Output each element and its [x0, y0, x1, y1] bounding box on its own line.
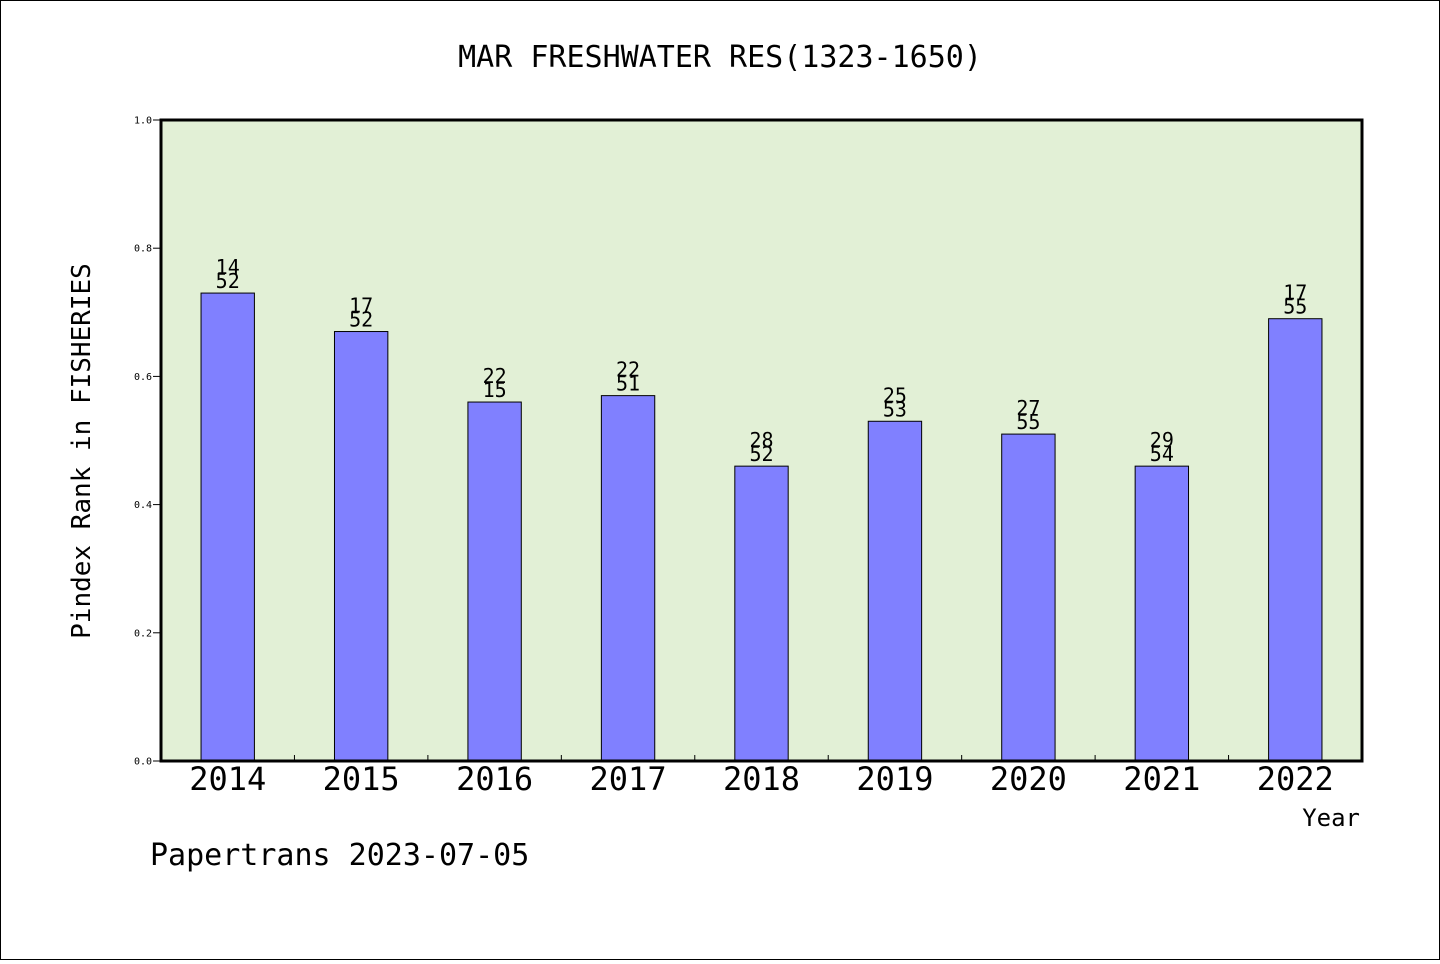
bar-label-top: 14 [216, 255, 240, 279]
bar-label-bottom: 15 [483, 378, 507, 402]
bar-label-bottom: 52 [349, 308, 373, 332]
x-tick-label: 2015 [323, 760, 400, 798]
y-axis: 0.0 0.2 0.4 0.6 0.8 1.0 [134, 116, 161, 768]
bar-label-top: 28 [749, 428, 773, 452]
bar-2017 [600, 395, 656, 762]
y-tick-label: 0.6 [134, 372, 152, 383]
bar-label-bottom: 52 [749, 442, 773, 466]
bar-2018 [734, 465, 789, 762]
bar-label-bottom: 55 [1283, 295, 1307, 319]
x-tick-label: 2019 [856, 760, 933, 798]
bar-label-bottom: 55 [1016, 410, 1040, 434]
bar-label-bottom: 52 [216, 269, 240, 293]
bar-label-top: 25 [883, 383, 907, 407]
bar-label-top: 22 [616, 358, 640, 382]
x-tick-label: 2022 [1257, 760, 1334, 798]
bar-label-top: 17 [349, 294, 373, 318]
bar-2014 [200, 292, 255, 762]
y-axis-label: Pindex Rank in FISHERIES [67, 263, 97, 639]
bar-label-bottom: 54 [1150, 442, 1174, 466]
bar-label-bottom: 51 [616, 372, 640, 396]
x-axis: 2014 2015 2016 2017 2018 2019 2020 2021 2022 [189, 755, 1334, 798]
x-tick-label: 2018 [723, 760, 800, 798]
bar-2015 [333, 331, 389, 762]
y-tick-label: 0.4 [134, 500, 152, 511]
y-tick-label: 0.8 [134, 244, 152, 255]
bar-2022 [1268, 318, 1323, 762]
bar-label-top: 29 [1150, 428, 1174, 452]
x-axis-label: Year [1302, 804, 1360, 832]
y-tick-label: 1.0 [134, 116, 152, 127]
footer-text: Papertrans 2023-07-05 [150, 838, 529, 873]
bar-2020 [1001, 433, 1056, 762]
bar-label-bottom: 53 [883, 397, 907, 421]
y-tick-label: 0.0 [134, 757, 152, 768]
x-tick-label: 2017 [590, 760, 667, 798]
bar-label-top: 22 [483, 364, 507, 388]
x-tick-label: 2021 [1123, 760, 1200, 798]
bar-2016 [467, 401, 522, 762]
bar-label-top: 27 [1016, 396, 1040, 420]
plot-border [159, 118, 1364, 763]
chart-title: MAR FRESHWATER RES(1323-1650) [458, 40, 982, 75]
bar-2019 [867, 420, 923, 762]
bar-2021 [1134, 465, 1190, 762]
y-tick-label: 0.2 [134, 628, 152, 639]
x-tick-label: 2014 [189, 760, 266, 798]
x-tick-label: 2016 [456, 760, 533, 798]
bar-label-top: 17 [1283, 281, 1307, 305]
x-tick-label: 2020 [990, 760, 1067, 798]
